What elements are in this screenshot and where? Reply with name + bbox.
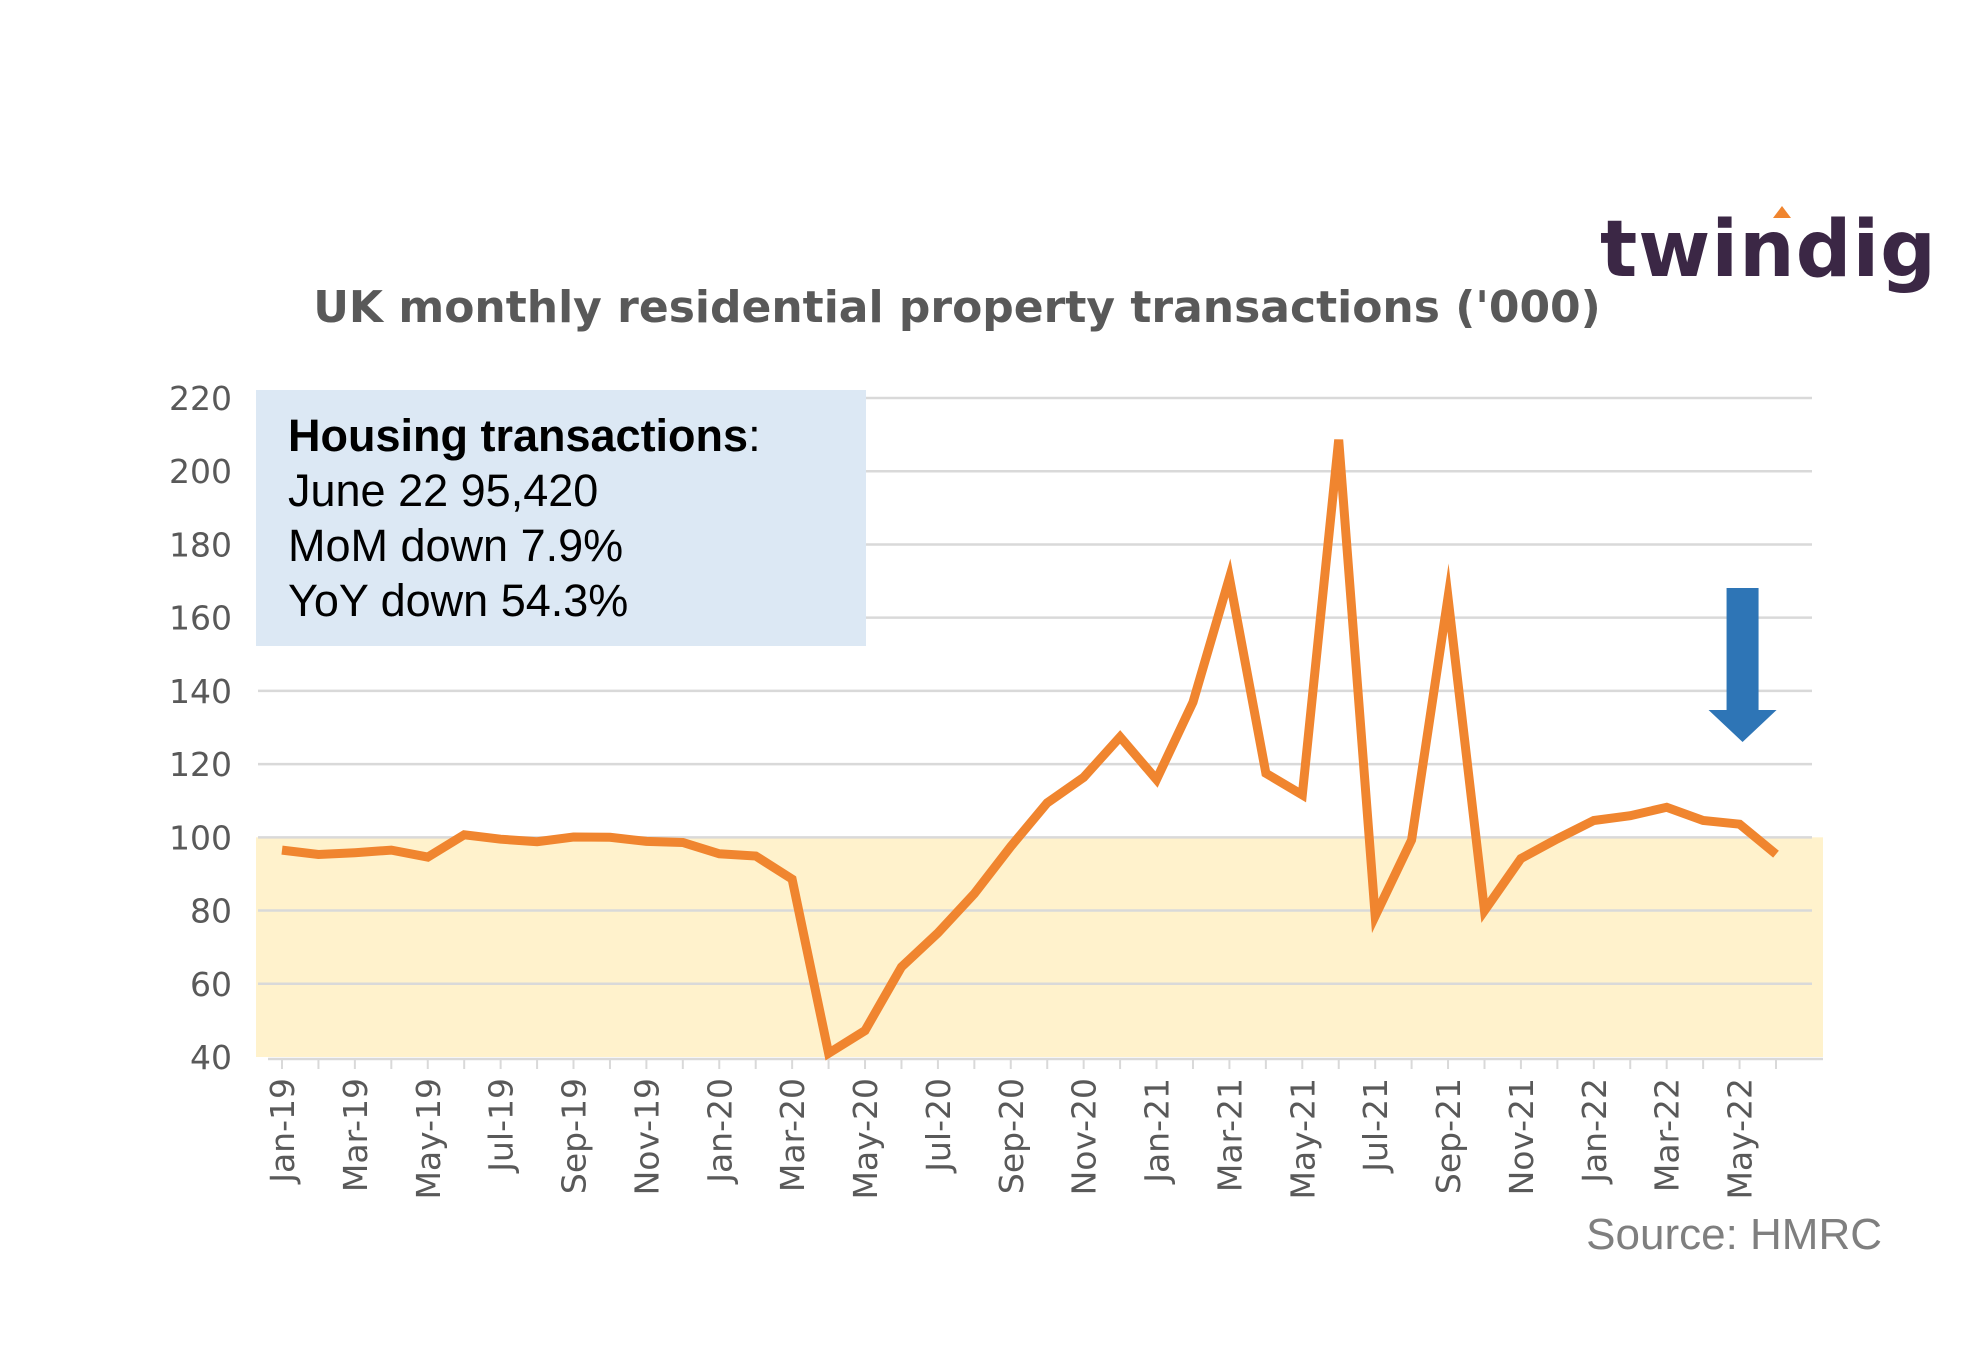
info-heading: Housing transactions bbox=[288, 410, 749, 461]
x-tick-label: Jan-20 bbox=[700, 1078, 739, 1185]
x-tick-label: Sep-20 bbox=[992, 1078, 1031, 1194]
line-layer bbox=[281, 439, 1779, 1061]
y-tick-label: 60 bbox=[190, 965, 232, 1004]
info-heading-suffix: : bbox=[748, 410, 761, 461]
x-tick-label: May-21 bbox=[1283, 1078, 1322, 1200]
shaded-band-layer bbox=[256, 837, 1823, 1057]
x-tick-label: Jan-19 bbox=[263, 1078, 302, 1185]
x-tick-label: Sep-21 bbox=[1429, 1078, 1468, 1194]
down-arrow-icon bbox=[1708, 588, 1777, 742]
y-tick-label: 80 bbox=[190, 892, 232, 931]
x-tick-label: Sep-19 bbox=[555, 1078, 594, 1194]
chart-title-text: UK monthly residential property transact… bbox=[313, 282, 1601, 333]
y-tick-label: 140 bbox=[169, 672, 232, 711]
shaded-band bbox=[256, 837, 1823, 1057]
info-line-yoy: YoY down 54.3% bbox=[288, 575, 629, 626]
source-note: Source: HMRC bbox=[1586, 1210, 1882, 1259]
info-line-mom: MoM down 7.9% bbox=[288, 520, 624, 571]
x-tick-label: Jan-22 bbox=[1575, 1078, 1614, 1185]
x-tick-label: Nov-21 bbox=[1502, 1078, 1541, 1195]
info-box: Housing transactions: June 22 95,420 MoM… bbox=[256, 390, 866, 646]
info-line-latest: June 22 95,420 bbox=[288, 465, 599, 516]
x-tick-label: Nov-19 bbox=[627, 1078, 666, 1195]
x-tick-label: May-19 bbox=[409, 1078, 448, 1200]
arrow-layer bbox=[1708, 588, 1777, 742]
x-tick-label: Mar-21 bbox=[1210, 1078, 1249, 1192]
x-tick-label: Mar-19 bbox=[336, 1078, 375, 1192]
x-tick-label: May-20 bbox=[846, 1078, 885, 1200]
x-tick-label: Jul-19 bbox=[482, 1078, 521, 1174]
info-heading-line: Housing transactions: bbox=[288, 408, 866, 463]
x-tick-label: Jul-21 bbox=[1356, 1078, 1395, 1174]
y-tick-label: 220 bbox=[169, 379, 232, 418]
x-tick-label: Mar-22 bbox=[1648, 1078, 1687, 1192]
twindig-logo: twindig bbox=[1600, 205, 1938, 295]
y-tick-label: 120 bbox=[169, 745, 232, 784]
y-tick-label: 180 bbox=[169, 525, 232, 564]
x-tick-label: Jan-21 bbox=[1138, 1078, 1177, 1185]
chart-title: UK monthly residential property transact… bbox=[0, 282, 1984, 333]
x-tick-label: May-22 bbox=[1721, 1078, 1760, 1200]
x-tick-label: Nov-20 bbox=[1065, 1078, 1104, 1195]
logo-caret-icon bbox=[1773, 206, 1791, 218]
y-tick-label: 100 bbox=[169, 818, 232, 857]
y-tick-label: 40 bbox=[190, 1038, 232, 1077]
y-tick-label: 160 bbox=[169, 599, 232, 638]
x-tick-label: Jul-20 bbox=[919, 1078, 958, 1174]
x-tick-label: Mar-20 bbox=[773, 1078, 812, 1192]
y-tick-label: 200 bbox=[169, 452, 232, 491]
series-line bbox=[281, 439, 1779, 1061]
axis-layer: 40 60 80 100 120 140 160 180 200 220 Jan-19 Mar-19 M… bbox=[169, 379, 1823, 1200]
